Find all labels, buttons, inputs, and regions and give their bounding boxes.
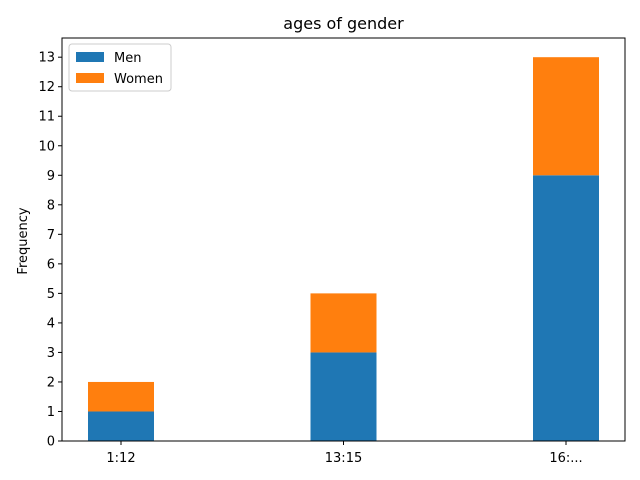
y-axis-label: Frequency [16, 207, 31, 274]
y-tick-label: 0 [47, 435, 55, 450]
bars-group [88, 57, 599, 442]
x-tick-label: 16:... [549, 451, 582, 466]
y-tick-label: 2 [47, 375, 55, 390]
bar-men-1 [310, 352, 377, 441]
legend-swatch-women [76, 73, 104, 83]
y-tick-label: 4 [47, 316, 55, 331]
x-tick-label: 1:12 [106, 451, 135, 466]
y-tick-label: 9 [47, 169, 55, 184]
y-tick-label: 5 [47, 287, 55, 302]
legend-label-women: Women [114, 72, 163, 87]
x-tick-label: 13:15 [325, 451, 362, 466]
legend-swatch-men [76, 52, 104, 62]
x-axis-ticks: 1:12 13:15 16:... [106, 441, 583, 466]
bar-women-0 [88, 381, 154, 412]
y-tick-label: 6 [47, 257, 55, 272]
plot-frame [61, 37, 626, 442]
y-tick-label: 10 [38, 139, 55, 154]
y-tick-label: 8 [47, 198, 55, 213]
bar-women-2 [533, 57, 599, 176]
y-tick-label: 7 [47, 228, 55, 243]
chart-title: ages of gender [283, 14, 404, 33]
y-tick-label: 13 [38, 51, 55, 66]
bar-men-0 [88, 411, 154, 441]
bar-men-2 [533, 175, 599, 442]
y-tick-label: 11 [38, 110, 55, 125]
y-tick-label: 12 [38, 80, 55, 95]
legend: Men Women [68, 43, 172, 92]
y-tick-label: 3 [47, 346, 55, 361]
legend-label-men: Men [114, 51, 141, 66]
y-tick-label: 1 [47, 405, 55, 420]
bar-women-1 [310, 293, 377, 353]
